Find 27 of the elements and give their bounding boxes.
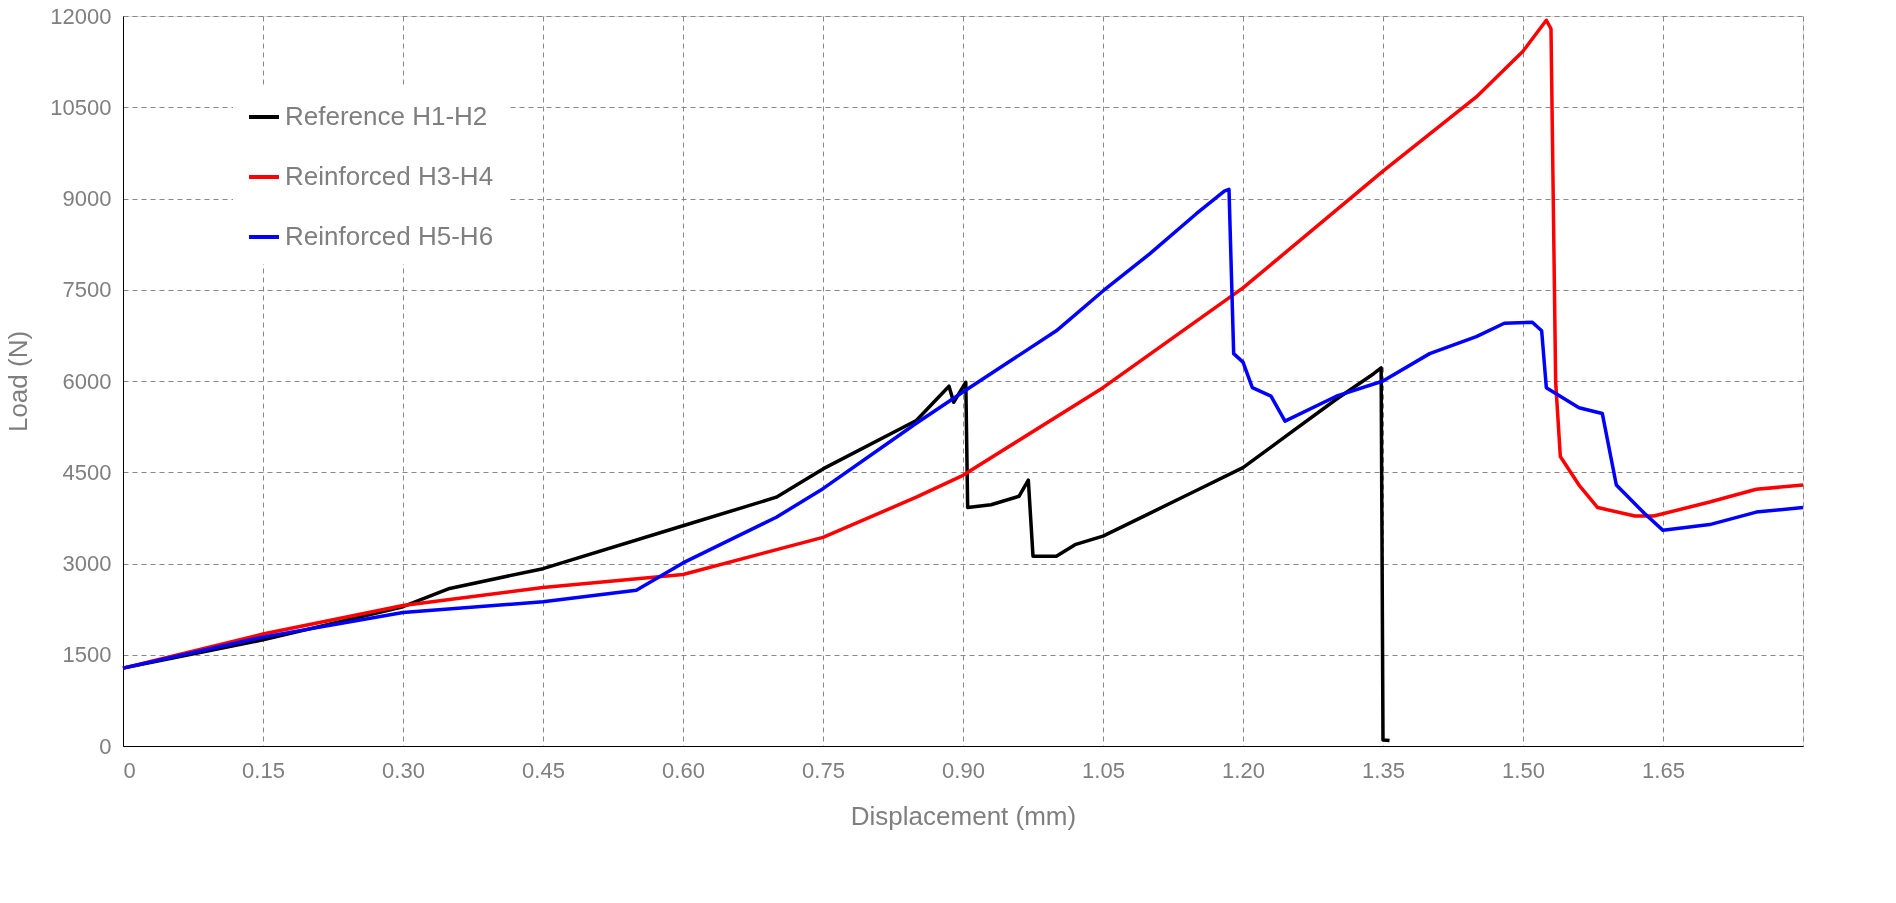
- legend-label: Reinforced H5-H6: [285, 221, 494, 251]
- y-tick-label: 1500: [62, 642, 112, 668]
- y-tick-label: 10500: [50, 94, 112, 120]
- y-tick-label: 7500: [62, 277, 112, 303]
- y-tick-label: 0: [99, 733, 112, 759]
- x-tick-label: 0.75: [802, 757, 845, 783]
- legend-label: Reference H1-H2: [285, 101, 488, 131]
- x-tick-label: 0: [123, 757, 136, 783]
- y-tick-label: 4500: [62, 459, 112, 485]
- x-tick-label: 1.50: [1502, 757, 1545, 783]
- x-tick-label: 1.05: [1082, 757, 1125, 783]
- x-tick-label: 0.60: [662, 757, 705, 783]
- x-tick-label: 1.65: [1642, 757, 1685, 783]
- x-tick-label: 0.15: [242, 757, 285, 783]
- y-tick-label: 6000: [62, 368, 112, 394]
- line-series: [121, 187, 1805, 670]
- x-axis-title: Displacement (mm): [850, 800, 1077, 831]
- x-tick-label: 0.30: [382, 757, 425, 783]
- x-tick-label: 0.45: [522, 757, 565, 783]
- y-tick-label: 3000: [62, 551, 112, 576]
- x-tick-label: 1.20: [1222, 757, 1265, 783]
- x-tick-label: 1.35: [1362, 757, 1405, 783]
- y-tick-label: 9000: [62, 186, 112, 211]
- legend-label: Reinforced H3-H4: [285, 161, 494, 191]
- x-tick-label: 0.90: [942, 757, 985, 783]
- y-axis-title: Load (N): [3, 330, 34, 433]
- y-tick-label: 12000: [50, 3, 112, 29]
